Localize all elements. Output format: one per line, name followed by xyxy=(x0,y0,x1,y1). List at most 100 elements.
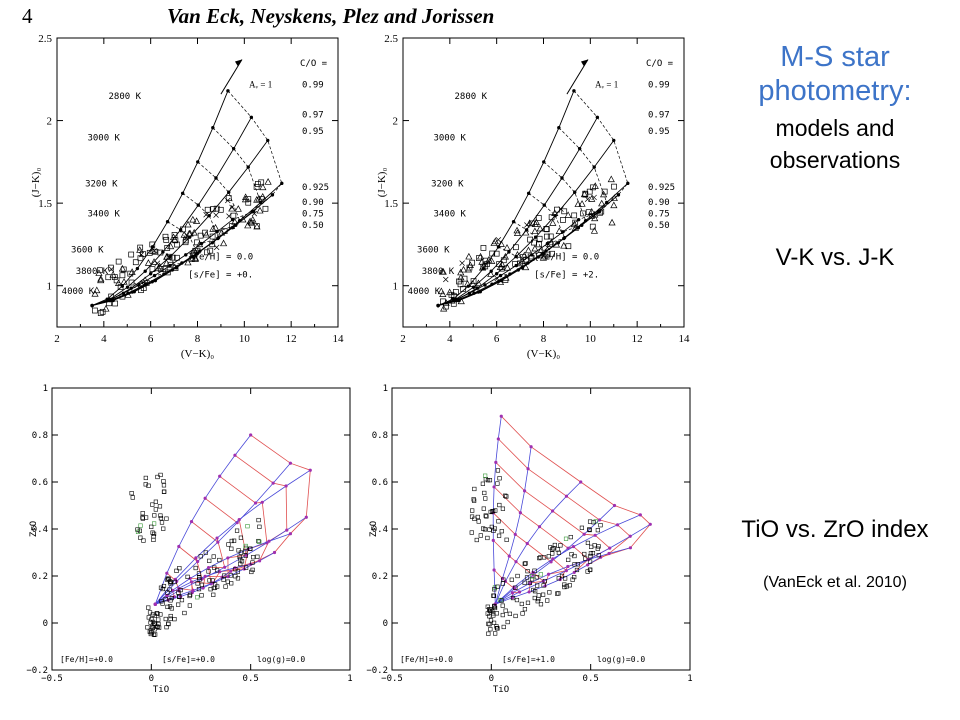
co-value: 0.50 xyxy=(648,221,670,231)
observation-cross xyxy=(495,236,502,243)
observation-square xyxy=(496,533,502,538)
observation-square xyxy=(448,291,455,298)
model-point xyxy=(512,585,516,589)
observation-triangle xyxy=(522,263,530,271)
observation-triangle xyxy=(465,252,473,260)
observation-square xyxy=(587,527,592,533)
x-tick-label: 2 xyxy=(54,333,60,345)
observation-square xyxy=(486,631,491,636)
model-track-line xyxy=(437,90,575,306)
model-point xyxy=(546,572,551,576)
observation-square xyxy=(598,523,603,528)
observation-square xyxy=(598,208,605,215)
observation-square xyxy=(182,239,189,246)
observation-square xyxy=(141,538,146,543)
observation-square xyxy=(470,508,475,513)
co-value: 0.925 xyxy=(302,183,329,193)
temperature-label: 3800 K xyxy=(76,267,109,277)
observation-square xyxy=(158,612,163,617)
observation-square xyxy=(474,537,479,543)
model-point xyxy=(223,565,227,569)
observation-square xyxy=(559,573,565,579)
observation-square xyxy=(488,627,493,632)
observation-triangle xyxy=(600,190,608,198)
annotation-label: [s/Fe]=+1.0 xyxy=(502,655,555,664)
observation-square xyxy=(491,620,497,625)
observation-square xyxy=(535,215,542,221)
model-point xyxy=(522,489,527,493)
observation-square xyxy=(143,475,148,481)
observation-square xyxy=(174,241,180,248)
observation-square xyxy=(105,274,112,281)
co-value: 0.99 xyxy=(648,81,670,91)
observation-square xyxy=(558,543,563,548)
model-point xyxy=(537,525,542,529)
x-tick-label: 1 xyxy=(347,674,352,684)
observation-square xyxy=(209,241,216,248)
observation-square xyxy=(199,582,205,587)
observation-triangle xyxy=(186,229,194,237)
observation-square xyxy=(168,598,173,603)
observation-square xyxy=(500,612,505,618)
model-point xyxy=(267,539,271,543)
observation-cross xyxy=(584,196,591,202)
observation-square xyxy=(112,300,118,307)
observation-triangle xyxy=(234,205,242,212)
slide-subtitle-1: models and xyxy=(775,115,895,141)
observation-square xyxy=(177,594,182,600)
observation-square xyxy=(547,233,554,240)
model-track-blue xyxy=(495,523,651,605)
plot-tio-zro-right: −0.5 0 0.5 1 −0.2 0 0.2 0.4 0.6 0.8 1 TiO ZrO [Fe/H]=… xyxy=(362,378,702,713)
temperature-label: 2800 K xyxy=(455,92,488,102)
observation-triangle xyxy=(610,194,618,201)
observation-square xyxy=(471,497,476,502)
observation-square xyxy=(244,565,249,570)
model-point xyxy=(528,581,532,585)
observation-square xyxy=(193,565,198,571)
y-tick-label: 0.2 xyxy=(372,572,388,582)
model-point xyxy=(483,283,487,287)
observation-square xyxy=(500,603,505,608)
observation-square xyxy=(156,617,161,622)
observation-square xyxy=(221,577,226,582)
observation-square xyxy=(250,560,255,565)
observation-triangle xyxy=(513,226,521,234)
model-track-line xyxy=(91,219,233,306)
observation-cross xyxy=(213,212,219,218)
observation-square xyxy=(162,489,167,494)
model-track-line xyxy=(437,219,579,306)
co-value: 0.50 xyxy=(302,221,324,231)
model-point xyxy=(165,220,170,224)
observation-square xyxy=(167,587,172,592)
model-point xyxy=(507,554,511,558)
observation-triangle xyxy=(97,275,105,282)
observation-triangle xyxy=(196,240,204,248)
observation-triangle xyxy=(607,175,615,183)
observation-square xyxy=(505,619,510,625)
observation-square xyxy=(140,515,145,520)
observation-square xyxy=(537,556,542,561)
model-track-line xyxy=(91,117,252,306)
observation-square xyxy=(168,613,173,619)
observation-square xyxy=(146,615,151,620)
temperature-label: 2800 K xyxy=(109,92,142,102)
observation-triangle xyxy=(485,256,493,263)
co-header: C/O = xyxy=(300,59,328,69)
model-point xyxy=(550,509,555,513)
observation-square xyxy=(174,254,180,261)
annotation-label: [Fe/H]=+0.0 xyxy=(60,655,113,664)
observation-square xyxy=(591,520,596,525)
observation-triangle xyxy=(247,218,255,226)
x-tick-label: 10 xyxy=(239,333,251,345)
model-point xyxy=(597,518,602,522)
y-axis-label: (J−K)₀ xyxy=(376,168,388,198)
observation-square xyxy=(587,519,593,524)
y-tick-label: −0.2 xyxy=(366,666,388,676)
observation-triangle xyxy=(118,264,127,272)
observation-triangle xyxy=(128,268,136,275)
model-point xyxy=(165,594,169,598)
model-point xyxy=(233,566,237,570)
observation-square xyxy=(160,586,165,592)
observation-square xyxy=(461,275,468,282)
observation-triangle xyxy=(591,214,599,222)
